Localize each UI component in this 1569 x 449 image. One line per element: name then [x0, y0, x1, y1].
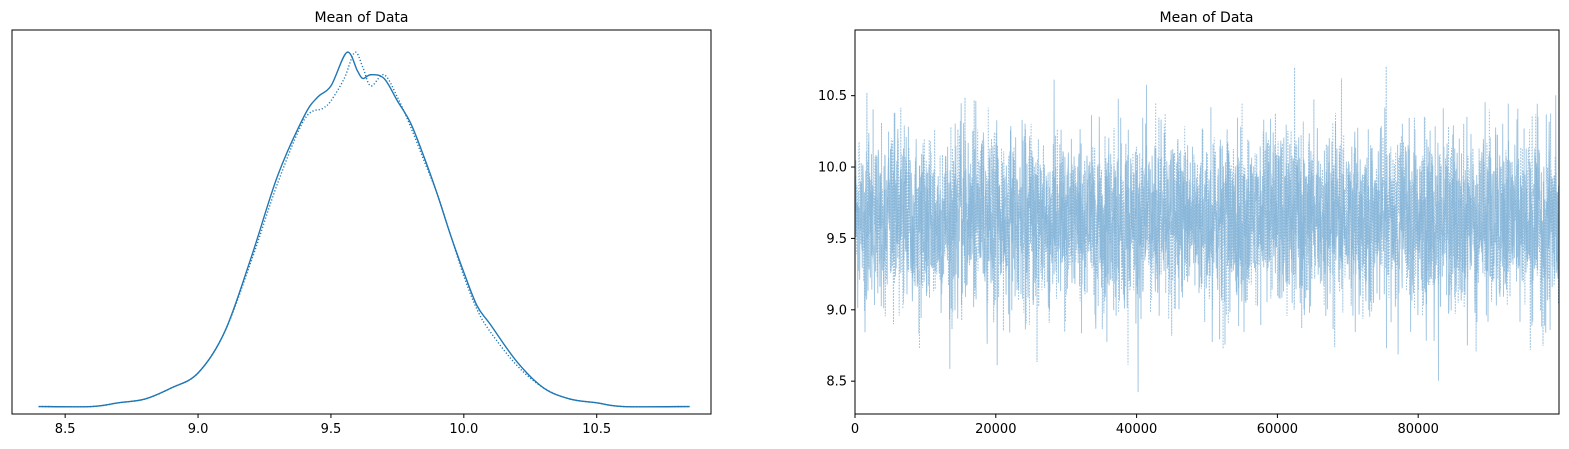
- trace-xtick-label: 40000: [1116, 422, 1157, 437]
- kde-series-dotted: [38, 51, 690, 408]
- trace-ytick-label: 10.0: [818, 161, 847, 176]
- kde-title: Mean of Data: [315, 10, 409, 26]
- trace-ytick-label: 9.5: [826, 232, 847, 247]
- kde-xtick-label: 9.0: [188, 422, 209, 437]
- trace-title: Mean of Data: [1160, 10, 1254, 26]
- trace-xtick-label: 80000: [1398, 422, 1439, 437]
- kde-plot: Mean of Data 8.5 9.0 9.5 10.0 10.5: [11, 10, 712, 437]
- trace-ytick-label: 8.5: [826, 375, 847, 390]
- trace-xtick-label: 0: [851, 422, 859, 437]
- trace-plot: Mean of Data 0 20000 40000 60000 80000 8.5 9.…: [818, 10, 1560, 437]
- kde-series-solid: [38, 51, 690, 408]
- trace-xtick-label: 20000: [975, 422, 1016, 437]
- trace-ytick-label: 10.5: [818, 89, 847, 104]
- trace-axes-frame: [854, 29, 1560, 415]
- trace-chain-2: [855, 66, 1559, 365]
- kde-xtick-label: 10.5: [582, 422, 611, 437]
- kde-axes-frame: [11, 29, 712, 415]
- trace-ytick-label: 9.0: [826, 303, 847, 318]
- kde-xtick-label: 10.0: [449, 422, 478, 437]
- trace-xtick-label: 60000: [1257, 422, 1298, 437]
- kde-xtick-label: 8.5: [55, 422, 76, 437]
- kde-xtick-label: 9.5: [321, 422, 342, 437]
